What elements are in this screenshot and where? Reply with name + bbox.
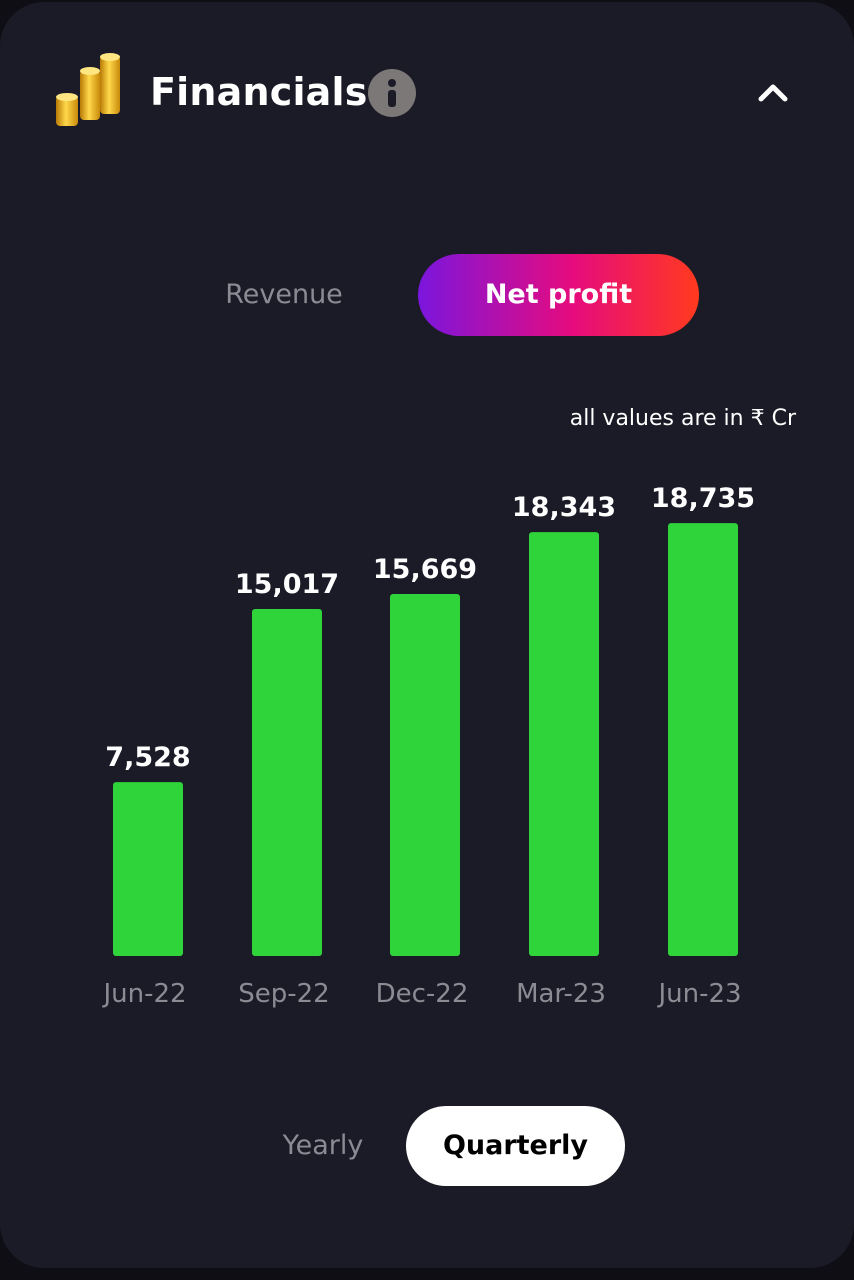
net-profit-bar-chart: 7,528 Jun-22 15,017 Sep-22 15,669 Dec-22 18,34… xyxy=(101,483,755,1009)
tab-revenue[interactable]: Revenue xyxy=(225,279,343,310)
chevron-up-icon[interactable] xyxy=(752,72,794,114)
x-tick-label: Sep-22 xyxy=(238,979,329,1009)
bar-value-label: 18,343 xyxy=(512,492,616,523)
period-toggle: Yearly Quarterly xyxy=(0,1106,854,1186)
coins-stack-icon xyxy=(56,53,120,126)
metric-toggle: Revenue Net profit xyxy=(0,254,854,336)
x-tick-label: Jun-22 xyxy=(101,979,186,1009)
tab-net-profit[interactable]: Net profit xyxy=(418,254,699,336)
bar-value-label: 15,017 xyxy=(235,569,339,600)
bar-sep-22[interactable] xyxy=(252,609,322,956)
bar-jun-23[interactable] xyxy=(668,523,738,956)
tab-quarterly[interactable]: Quarterly xyxy=(406,1106,625,1186)
bar-value-label: 18,735 xyxy=(651,483,755,514)
x-tick-label: Jun-23 xyxy=(656,979,741,1009)
x-tick-label: Mar-23 xyxy=(516,979,606,1009)
bar-jun-22[interactable] xyxy=(113,782,183,956)
tab-yearly[interactable]: Yearly xyxy=(282,1130,364,1161)
info-icon[interactable] xyxy=(368,69,416,117)
bar-value-label: 7,528 xyxy=(105,742,190,773)
bar-dec-22[interactable] xyxy=(390,593,460,956)
bar-value-label: 15,669 xyxy=(373,554,477,585)
card-header[interactable]: Financials xyxy=(0,2,854,182)
card-title: Financials xyxy=(150,70,368,114)
unit-note: all values are in ₹ Cr xyxy=(569,406,796,431)
x-tick-label: Dec-22 xyxy=(376,979,469,1009)
info-icon-stem xyxy=(388,90,396,107)
info-icon-dot xyxy=(388,79,396,87)
bar-mar-23[interactable] xyxy=(529,532,599,956)
